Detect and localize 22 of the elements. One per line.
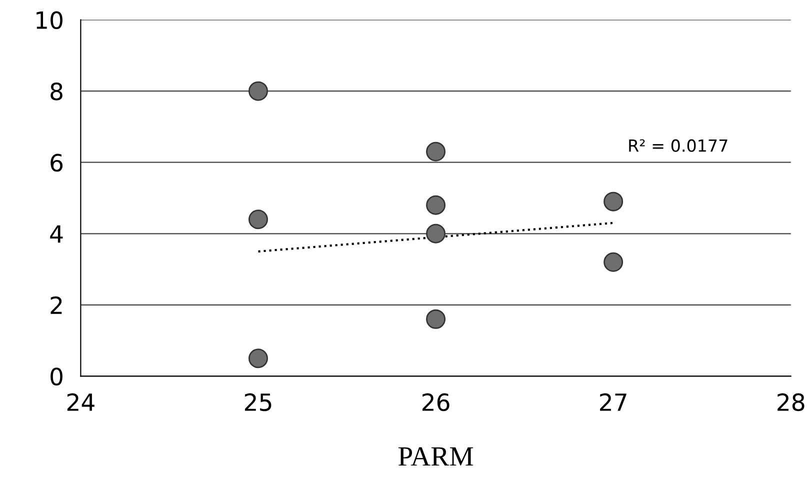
y-tick-label: 8 [50,82,62,100]
annotation: R² = 0.0177 [629,139,728,152]
point [248,348,268,368]
x-tick-label: 24 [67,393,94,411]
point [426,142,446,162]
point [248,81,268,101]
x-tick-label: 26 [422,393,450,412]
point [426,195,446,215]
y-tick-label: 10 [36,11,62,30]
point [426,224,446,244]
y-tick-label: 0 [50,368,62,386]
point [248,210,268,230]
x-tick-label: 27 [600,393,626,411]
x-axis-title: PARM [398,447,474,466]
point [426,309,446,329]
point [604,192,624,212]
y-tick-label: 6 [50,154,63,172]
y-tick-label: 4 [50,225,63,243]
y-tick-label: 2 [50,296,62,314]
point [604,252,624,272]
x-tick-label: 28 [778,393,804,412]
x-tick-label: 25 [244,393,272,412]
